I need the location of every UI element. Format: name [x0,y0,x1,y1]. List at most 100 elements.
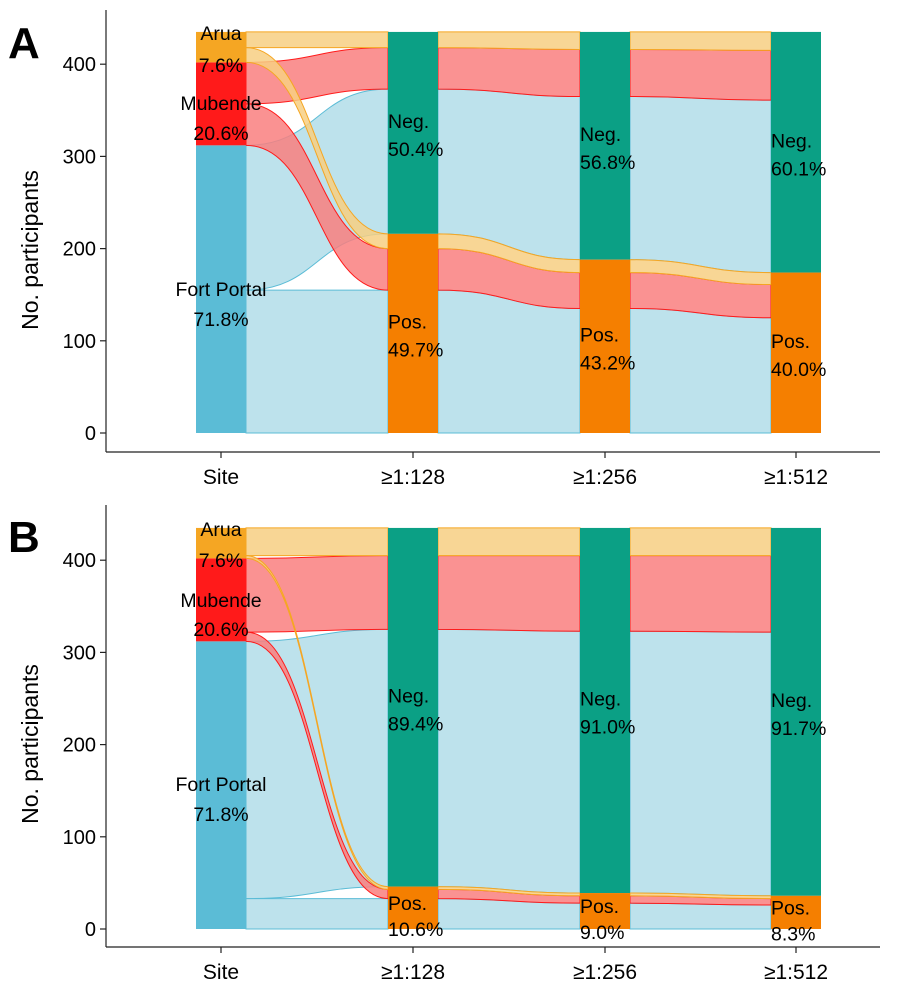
neg-label: Neg. [771,690,812,712]
x-tick-label: ≥1:256 [573,961,637,984]
x-tick-label: ≥1:128 [381,466,445,489]
pos-label: Pos. [580,324,619,346]
flow-fort-portal-pos [629,902,772,930]
pos-label: Pos. [580,896,619,918]
pos-percent: 43.2% [580,352,635,374]
x-tick-label: ≥1:128 [381,961,445,984]
y-tick-label: 100 [63,827,96,849]
neg-percent: 60.1% [771,158,826,180]
neg-label: Neg. [388,685,429,707]
flow-arua-neg [629,527,772,557]
flows [245,527,772,930]
y-tick-label: 400 [63,54,96,76]
neg-label: Neg. [388,111,429,133]
site-label-percent: 7.6% [199,550,243,572]
pos-percent: 8.3% [771,923,815,945]
flow-arua-neg [437,31,581,50]
neg-bar [580,31,630,260]
flow-arua-neg [629,31,772,51]
site-bar-mubende [196,62,246,146]
site-bar-fort-portal [196,145,246,433]
flow-mubende-neg [437,555,581,632]
neg-bar [580,527,630,894]
flow-fort-portal-pos [245,898,389,930]
neg-bar [771,527,821,896]
x-tick-label: ≥1:512 [764,466,828,489]
pos-label: Pos. [771,331,810,353]
neg-percent: 50.4% [388,139,443,161]
site-label-name: Arua [200,23,241,45]
flow-fort-portal-pos [245,289,389,434]
flow-fort-portal-neg [437,88,581,261]
pos-label: Pos. [771,897,810,919]
pos-percent: 9.0% [580,922,624,944]
flow-mubende-neg [437,47,581,97]
panel-letter: B [8,513,40,562]
site-label-percent: 20.6% [193,123,248,145]
site-bar-arua [196,31,246,63]
flow-arua-neg [437,527,581,557]
neg-percent: 56.8% [580,152,635,174]
y-tick-label: 300 [63,642,96,664]
flow-mubende-neg [629,555,772,633]
site-label-percent: 7.6% [199,55,243,77]
pos-percent: 49.7% [388,339,443,361]
site-label-name: Mubende [180,93,261,115]
flow-fort-portal-pos [629,308,772,434]
y-tick-label: 400 [63,550,96,572]
flow-mubende-neg [629,48,772,101]
pos-bar [771,895,821,929]
flow-fort-portal-neg [629,630,772,897]
site-bar-mubende [196,558,246,642]
site-label-percent: 71.8% [193,804,248,826]
y-tick-label: 300 [63,146,96,168]
neg-bar [771,31,821,273]
flow-arua-neg [245,31,389,49]
flow-arua-neg [245,527,389,557]
y-tick-label: 200 [63,735,96,757]
pos-bar [580,259,630,433]
site-label-name: Arua [200,519,241,541]
neg-bar [388,31,438,234]
y-tick-label: 100 [63,331,96,353]
pos-bar [771,272,821,433]
pos-label: Pos. [388,311,427,333]
site-bar-arua [196,527,246,559]
site-label-name: Fort Portal [175,774,266,796]
pos-percent: 10.6% [388,919,443,941]
flow-fort-portal-neg [437,628,581,894]
neg-percent: 91.7% [771,718,826,740]
x-tick-label: ≥1:256 [573,466,637,489]
pos-percent: 40.0% [771,359,826,381]
y-axis-title: No. participants [17,170,43,330]
pos-bar [388,886,438,929]
x-tick-label: Site [203,466,239,489]
x-tick-label: ≥1:512 [764,961,828,984]
y-tick-label: 0 [85,423,96,445]
panel-b: B 0 100 200 300 400 No. participants Site ≥1:128… [8,505,880,984]
flows [245,31,772,434]
neg-label: Neg. [580,688,621,710]
neg-percent: 91.0% [580,716,635,738]
site-label-name: Fort Portal [175,279,266,301]
site-label-percent: 71.8% [193,309,248,331]
site-label-name: Mubende [180,590,261,612]
flow-fort-portal-pos [437,289,581,434]
pos-label: Pos. [388,893,427,915]
x-tick-label: Site [203,961,239,984]
panel-a: A 0 100 200 300 400 No. participants Site ≥1:128… [8,10,880,489]
site-bar-fort-portal [196,641,246,929]
neg-label: Neg. [771,130,812,152]
y-tick-label: 200 [63,239,96,261]
site-label-percent: 20.6% [193,619,248,641]
y-axis-title: No. participants [17,664,43,824]
neg-percent: 89.4% [388,713,443,735]
panel-letter: A [8,19,40,68]
pos-bar [580,893,630,929]
y-tick-label: 0 [85,919,96,941]
neg-bar [388,527,438,887]
neg-label: Neg. [580,124,621,146]
flow-fort-portal-neg [629,95,772,274]
pos-bar [388,233,438,433]
